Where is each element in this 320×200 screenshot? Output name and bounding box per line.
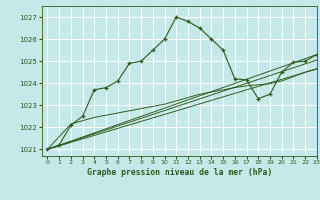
X-axis label: Graphe pression niveau de la mer (hPa): Graphe pression niveau de la mer (hPa) [87,168,272,177]
